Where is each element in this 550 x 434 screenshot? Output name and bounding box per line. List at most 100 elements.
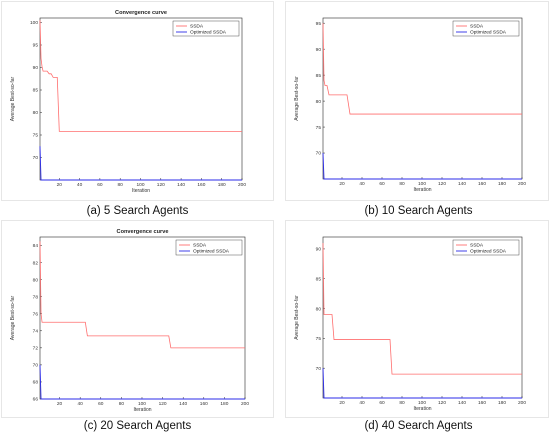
x-axis-label: Iteration [132, 188, 150, 194]
y-tick-label: 70 [316, 151, 322, 157]
x-tick-label: 180 [218, 182, 226, 188]
x-tick-label: 100 [138, 401, 146, 407]
convergence-chart-10-agents: 20 40 60 80 100 120 140 160 180 200 70 75 80 85 90 95 It… [285, 1, 549, 201]
series-line-ssda [39, 20, 242, 132]
caption-20-agents: (c) 20 Search Agents [83, 420, 192, 432]
x-tick-label: 180 [498, 400, 506, 406]
x-tick-label: 20 [57, 182, 63, 188]
x-tick-label: 180 [498, 181, 506, 187]
y-axis-label: Average Best-so-far [294, 76, 300, 121]
y-tick-label: 72 [33, 346, 39, 352]
series-line-optimized-ssda [39, 146, 242, 181]
axes-box [322, 17, 523, 180]
x-tick-label: 40 [359, 181, 365, 187]
x-tick-label: 40 [359, 400, 365, 406]
x-tick-label: 80 [399, 400, 405, 406]
y-tick-label: 85 [316, 276, 322, 282]
x-tick-label: 60 [98, 401, 104, 407]
y-tick-label: 75 [316, 125, 322, 131]
convergence-chart-40-agents: 20 40 60 80 100 120 140 160 180 200 70 75 80 85 90 Iter… [285, 220, 549, 418]
x-tick-label: 160 [478, 400, 486, 406]
y-tick-label: 68 [33, 380, 39, 386]
x-tick-label: 40 [77, 182, 83, 188]
x-tick-label: 80 [118, 182, 124, 188]
x-tick-label: 80 [119, 401, 125, 407]
y-tick-label: 90 [316, 247, 322, 253]
y-tick-label: 80 [33, 110, 39, 116]
series-line-ssda [39, 241, 245, 349]
legend-label: Optimized SSDA [190, 30, 227, 36]
x-tick-label: 140 [458, 400, 466, 406]
y-tick-label: 75 [33, 133, 39, 139]
x-tick-label: 120 [159, 401, 167, 407]
chart-title: Convergence curve [115, 10, 167, 16]
x-tick-label: 100 [136, 182, 144, 188]
legend-label: SSDA [193, 243, 207, 249]
y-axis-label: Average Best-so-far [294, 295, 300, 340]
y-tick-label: 70 [33, 363, 39, 369]
y-tick-label: 80 [316, 306, 322, 312]
x-tick-label: 120 [157, 182, 165, 188]
x-tick-label: 100 [418, 181, 426, 187]
convergence-chart-5-agents: Convergence curve 20 40 60 80 100 120 140 160 180… [1, 1, 274, 201]
x-tick-label: 200 [518, 400, 526, 406]
x-tick-label: 20 [57, 401, 63, 407]
y-tick-label: 95 [33, 43, 39, 49]
x-tick-label: 140 [179, 401, 187, 407]
x-tick-label: 120 [438, 181, 446, 187]
y-tick-label: 74 [33, 328, 39, 334]
x-tick-label: 60 [379, 400, 385, 406]
series-line-optimized-ssda [322, 153, 522, 180]
y-tick-label: 66 [33, 397, 39, 403]
y-tick-label: 84 [33, 243, 39, 249]
convergence-chart-20-agents: Convergence curve 20 40 60 80 100 120 140 160 180… [1, 220, 274, 418]
y-axis-label: Average Best-so-far [10, 295, 16, 340]
y-tick-label: 85 [33, 88, 39, 94]
x-tick-label: 20 [339, 400, 345, 406]
x-tick-label: 80 [399, 181, 405, 187]
y-tick-label: 78 [33, 294, 39, 300]
x-tick-label: 160 [197, 182, 205, 188]
series-line-optimized-ssda [39, 364, 245, 400]
x-tick-label: 140 [177, 182, 185, 188]
x-axis-label: Iteration [133, 407, 151, 413]
x-tick-label: 120 [438, 400, 446, 406]
y-axis-label: Average Best-so-far [10, 76, 16, 121]
y-tick-label: 90 [316, 47, 322, 53]
x-tick-label: 60 [97, 182, 103, 188]
y-tick-label: 75 [316, 336, 322, 342]
y-tick-label: 85 [316, 73, 322, 79]
axes-box [39, 236, 246, 400]
y-tick-label: 90 [33, 65, 39, 71]
x-tick-label: 100 [418, 400, 426, 406]
x-axis-label: Iteration [413, 406, 431, 412]
x-tick-label: 140 [458, 181, 466, 187]
y-tick-label: 70 [316, 366, 322, 372]
y-tick-label: 70 [33, 155, 39, 161]
y-tick-label: 95 [316, 21, 322, 27]
x-tick-label: 160 [478, 181, 486, 187]
y-tick-label: 80 [316, 99, 322, 105]
legend-label: SSDA [470, 243, 484, 249]
axes-box [322, 236, 523, 399]
legend-label: SSDA [470, 24, 484, 30]
x-tick-label: 40 [78, 401, 84, 407]
y-tick-label: 82 [33, 260, 39, 266]
legend-label: Optimized SSDA [470, 249, 507, 255]
caption-10-agents: (b) 10 Search Agents [364, 205, 473, 217]
x-tick-label: 200 [518, 181, 526, 187]
legend-label: Optimized SSDA [470, 30, 507, 36]
x-tick-label: 20 [339, 181, 345, 187]
x-tick-label: 60 [379, 181, 385, 187]
y-tick-label: 80 [33, 277, 39, 283]
axes-box [39, 17, 243, 181]
x-tick-label: 160 [200, 401, 208, 407]
legend-label: Optimized SSDA [193, 249, 230, 255]
y-tick-label: 76 [33, 311, 39, 317]
series-line-optimized-ssda [322, 368, 522, 399]
x-tick-label: 180 [220, 401, 228, 407]
